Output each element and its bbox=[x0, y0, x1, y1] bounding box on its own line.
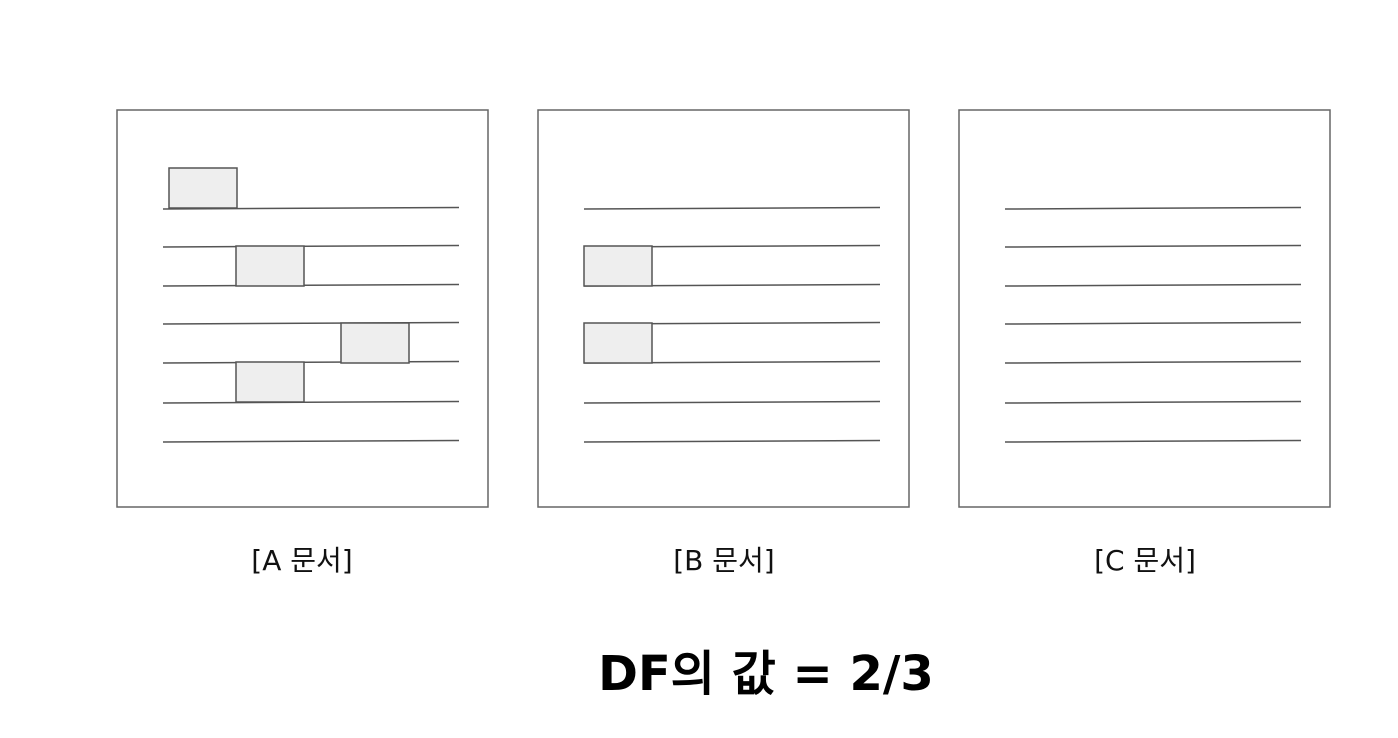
document-c-text-line bbox=[1004, 400, 1302, 404]
document-a-text-line bbox=[162, 400, 460, 404]
document-b-frame bbox=[537, 109, 910, 508]
document-b-term-box bbox=[583, 322, 653, 364]
document-a-term-box bbox=[235, 361, 305, 403]
document-b-text-line bbox=[583, 439, 881, 443]
document-a-term-box bbox=[168, 167, 238, 209]
document-c-text-line bbox=[1004, 283, 1302, 287]
document-b-caption: [B 문서] bbox=[673, 544, 775, 577]
document-c-caption: [C 문서] bbox=[1094, 544, 1196, 577]
document-b-term-box bbox=[583, 245, 653, 287]
document-a-text-line bbox=[162, 439, 460, 443]
document-a-caption: [A 문서] bbox=[251, 544, 353, 577]
document-a-text-line bbox=[162, 283, 460, 287]
document-b-text-line bbox=[583, 400, 881, 404]
document-a-text-line bbox=[162, 244, 460, 248]
document-a-term-box bbox=[235, 245, 305, 287]
document-c-text-line bbox=[1004, 206, 1302, 210]
df-formula: DF의 값 = 2/3 bbox=[598, 646, 934, 702]
document-c-text-line bbox=[1004, 439, 1302, 443]
document-a-term-box bbox=[340, 322, 410, 364]
document-c-text-line bbox=[1004, 244, 1302, 248]
document-c-text-line bbox=[1004, 360, 1302, 364]
document-c-text-line bbox=[1004, 321, 1302, 325]
document-c-frame bbox=[958, 109, 1331, 508]
document-b-text-line bbox=[583, 206, 881, 210]
